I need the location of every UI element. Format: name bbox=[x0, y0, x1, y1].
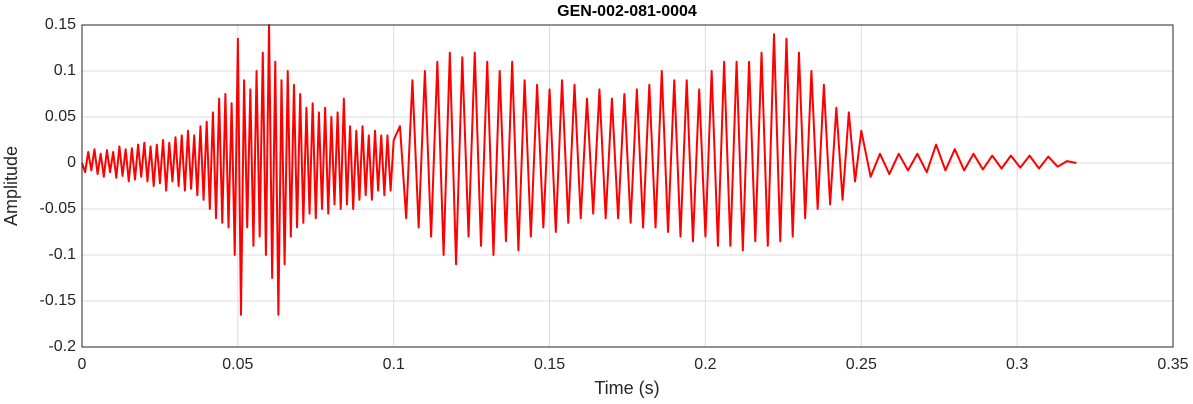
y-tick-label: -0.15 bbox=[40, 292, 77, 309]
y-tick-label: -0.1 bbox=[48, 246, 76, 263]
y-tick-label: -0.05 bbox=[40, 200, 77, 217]
plot-frame bbox=[81, 24, 1174, 348]
x-tick-label: 0.3 bbox=[1006, 356, 1028, 373]
x-tick-label: 0.35 bbox=[1157, 356, 1188, 373]
y-tick-label: 0.1 bbox=[54, 62, 76, 79]
x-tick-label: 0 bbox=[78, 356, 87, 373]
y-axis-label: Amplitude bbox=[1, 146, 21, 226]
y-tick-label: 0 bbox=[67, 154, 76, 171]
chart-title: GEN-002-081-0004 bbox=[557, 3, 697, 20]
x-tick-label: 0.25 bbox=[846, 356, 877, 373]
x-tick-label: 0.15 bbox=[534, 356, 565, 373]
x-tick-label: 0.2 bbox=[694, 356, 716, 373]
x-tick-label: 0.05 bbox=[222, 356, 253, 373]
y-tick-label: 0.05 bbox=[45, 108, 76, 125]
data-line bbox=[81, 24, 1077, 316]
y-tick-label: 0.15 bbox=[45, 16, 76, 33]
x-axis-label: Time (s) bbox=[594, 378, 659, 398]
y-tick-label: -0.2 bbox=[48, 338, 76, 355]
x-tick-label: 0.1 bbox=[383, 356, 405, 373]
